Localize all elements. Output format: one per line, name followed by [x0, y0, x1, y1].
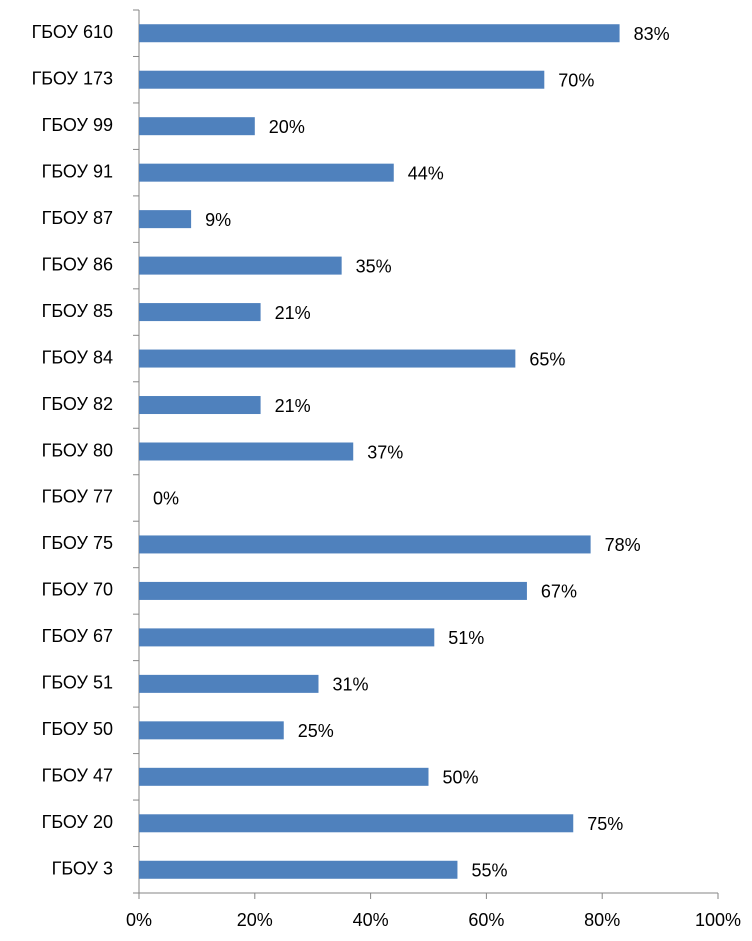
bar: [139, 628, 435, 647]
bar: [139, 535, 591, 554]
bar: [139, 721, 284, 740]
value-label: 50%: [443, 768, 479, 788]
x-tick-label: 100%: [695, 910, 741, 930]
bar: [139, 396, 261, 415]
bar: [139, 303, 261, 322]
bar: [139, 860, 458, 879]
value-label: 20%: [269, 117, 305, 137]
bar: [139, 814, 574, 833]
y-tick-label: ГБОУ 80: [42, 440, 113, 460]
bar: [139, 210, 192, 229]
value-label: 37%: [367, 442, 403, 462]
value-label: 31%: [332, 675, 368, 695]
bar: [139, 163, 394, 182]
value-label: 75%: [587, 814, 623, 834]
y-tick-label: ГБОУ 70: [42, 580, 113, 600]
y-tick-label: ГБОУ 86: [42, 254, 113, 274]
x-tick-label: 20%: [237, 910, 273, 930]
y-tick-label: ГБОУ 75: [42, 533, 113, 553]
x-tick-label: 60%: [468, 910, 504, 930]
y-tick-label: ГБОУ 47: [42, 766, 113, 786]
bar: [139, 70, 545, 89]
y-tick-label: ГБОУ 20: [42, 812, 113, 832]
bar: [139, 581, 527, 600]
value-label: 70%: [558, 70, 594, 90]
y-tick-label: ГБОУ 91: [42, 161, 113, 181]
bar: [139, 117, 255, 136]
value-label: 35%: [356, 256, 392, 276]
value-label: 21%: [275, 303, 311, 323]
value-label: 83%: [634, 24, 670, 44]
y-tick-label: ГБОУ 85: [42, 301, 113, 321]
x-tick-label: 40%: [353, 910, 389, 930]
value-label: 67%: [541, 582, 577, 602]
y-tick-label: ГБОУ 99: [42, 115, 113, 135]
y-tick-label: ГБОУ 67: [42, 626, 113, 646]
y-tick-label: ГБОУ 610: [32, 22, 113, 42]
y-tick-label: ГБОУ 50: [42, 719, 113, 739]
value-label: 9%: [205, 210, 231, 230]
bar: [139, 674, 319, 693]
value-label: 21%: [275, 396, 311, 416]
bar: [139, 24, 620, 43]
value-label: 55%: [471, 861, 507, 881]
value-label: 51%: [448, 628, 484, 648]
y-tick-label: ГБОУ 87: [42, 208, 113, 228]
value-label: 65%: [529, 349, 565, 369]
value-label: 25%: [298, 721, 334, 741]
y-tick-label: ГБОУ 3: [52, 859, 113, 879]
bar: [139, 442, 354, 461]
y-tick-label: ГБОУ 173: [32, 68, 113, 88]
x-tick-label: 80%: [584, 910, 620, 930]
value-label: 78%: [605, 535, 641, 555]
x-tick-label: 0%: [126, 910, 152, 930]
bar: [139, 767, 429, 786]
value-label: 0%: [153, 489, 179, 509]
bar: [139, 256, 342, 275]
bar: [139, 349, 516, 368]
y-tick-label: ГБОУ 77: [42, 487, 113, 507]
y-tick-label: ГБОУ 51: [42, 673, 113, 693]
y-tick-label: ГБОУ 82: [42, 394, 113, 414]
value-label: 44%: [408, 163, 444, 183]
y-tick-label: ГБОУ 84: [42, 347, 113, 367]
